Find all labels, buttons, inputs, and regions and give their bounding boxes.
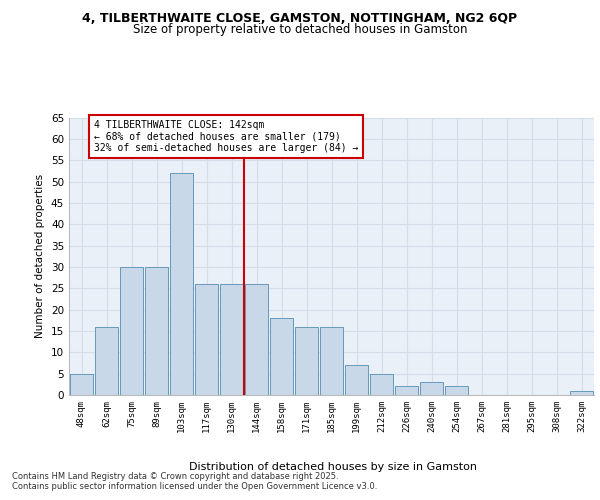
- Bar: [445, 386, 469, 395]
- Bar: [295, 326, 319, 395]
- Bar: [395, 386, 418, 395]
- Y-axis label: Number of detached properties: Number of detached properties: [35, 174, 46, 338]
- Bar: [569, 390, 593, 395]
- Text: Distribution of detached houses by size in Gamston: Distribution of detached houses by size …: [189, 462, 477, 472]
- Bar: [119, 267, 143, 395]
- Text: Contains public sector information licensed under the Open Government Licence v3: Contains public sector information licen…: [12, 482, 377, 491]
- Bar: [419, 382, 443, 395]
- Bar: [95, 326, 118, 395]
- Text: 4 TILBERTHWAITE CLOSE: 142sqm
← 68% of detached houses are smaller (179)
32% of : 4 TILBERTHWAITE CLOSE: 142sqm ← 68% of d…: [94, 120, 358, 153]
- Bar: [269, 318, 293, 395]
- Bar: [245, 284, 268, 395]
- Text: Contains HM Land Registry data © Crown copyright and database right 2025.: Contains HM Land Registry data © Crown c…: [12, 472, 338, 481]
- Text: 4, TILBERTHWAITE CLOSE, GAMSTON, NOTTINGHAM, NG2 6QP: 4, TILBERTHWAITE CLOSE, GAMSTON, NOTTING…: [82, 12, 518, 26]
- Bar: [70, 374, 94, 395]
- Bar: [370, 374, 394, 395]
- Bar: [145, 267, 169, 395]
- Bar: [344, 365, 368, 395]
- Bar: [170, 173, 193, 395]
- Bar: [320, 326, 343, 395]
- Text: Size of property relative to detached houses in Gamston: Size of property relative to detached ho…: [133, 24, 467, 36]
- Bar: [220, 284, 244, 395]
- Bar: [194, 284, 218, 395]
